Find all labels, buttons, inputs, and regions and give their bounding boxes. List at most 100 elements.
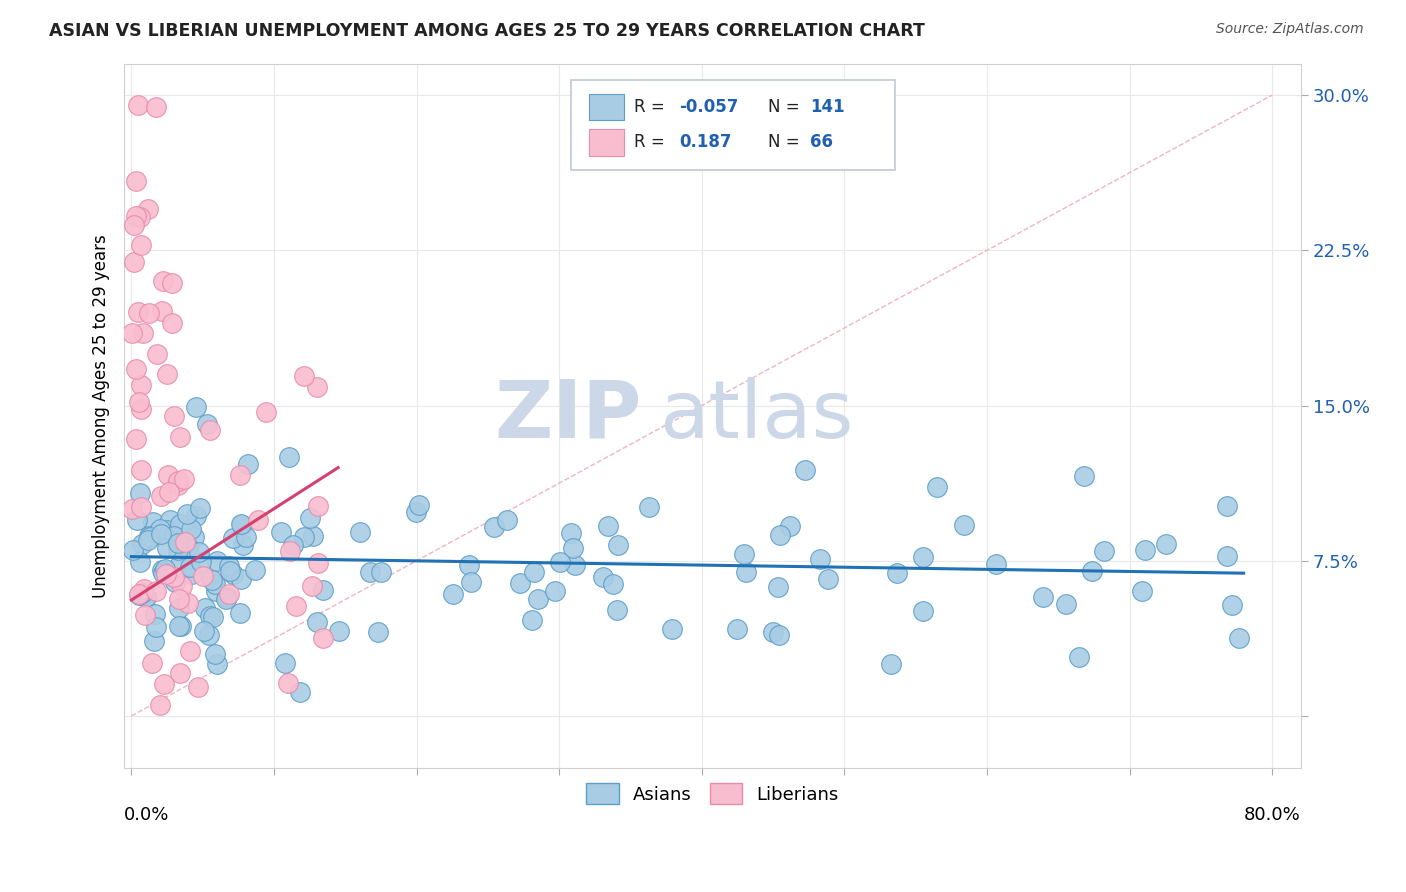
Point (141, 656, 163, 670)
Point (254, 404, 277, 418)
Point (1092, 544, 1115, 558)
Point (312, 631, 335, 645)
Point (509, 576, 531, 591)
Point (191, 568, 214, 582)
Text: N =: N = (768, 133, 804, 151)
Point (1215, 549, 1237, 563)
Point (162, 316, 184, 330)
Point (301, 579, 323, 593)
Point (405, 504, 427, 518)
Point (131, 586, 153, 600)
Point (204, 647, 226, 661)
Point (288, 685, 311, 699)
Point (278, 544, 301, 558)
Point (769, 528, 792, 542)
Point (229, 468, 252, 483)
Point (1032, 591, 1054, 605)
Point (153, 562, 176, 576)
Point (285, 599, 308, 614)
Text: atlas: atlas (659, 377, 853, 455)
Point (562, 541, 585, 556)
Point (128, 588, 150, 602)
Point (560, 525, 582, 540)
Point (167, 542, 190, 557)
Point (169, 666, 191, 681)
Point (1220, 598, 1243, 612)
Point (131, 463, 153, 477)
Point (229, 606, 252, 620)
Point (177, 596, 200, 610)
Point (150, 304, 173, 318)
Text: 66: 66 (810, 133, 834, 151)
Point (166, 474, 188, 488)
Point (205, 657, 228, 672)
Point (167, 592, 190, 607)
Text: N =: N = (768, 98, 804, 116)
Point (602, 576, 624, 591)
Point (128, 211, 150, 225)
Point (307, 556, 329, 570)
Text: R =: R = (634, 98, 669, 116)
Point (156, 368, 179, 382)
Point (145, 584, 167, 599)
Point (1081, 564, 1104, 578)
Point (187, 680, 209, 694)
Point (359, 565, 381, 579)
Point (201, 609, 224, 624)
Point (181, 566, 204, 581)
Point (145, 619, 167, 633)
Point (1073, 469, 1095, 483)
Point (122, 255, 145, 269)
Point (232, 538, 254, 552)
Point (156, 523, 179, 537)
Point (458, 558, 481, 572)
Point (880, 657, 903, 672)
Point (176, 507, 198, 521)
Point (125, 432, 148, 446)
Point (292, 530, 315, 544)
Point (142, 515, 165, 529)
Text: ZIP: ZIP (495, 377, 643, 455)
Point (177, 540, 200, 554)
Point (131, 536, 153, 550)
Point (1154, 537, 1177, 551)
Point (523, 565, 546, 579)
Point (122, 219, 145, 233)
Point (222, 531, 245, 545)
Point (153, 677, 176, 691)
Point (817, 573, 839, 587)
Point (149, 489, 172, 503)
Point (328, 624, 350, 638)
Text: ASIAN VS LIBERIAN UNEMPLOYMENT AMONG AGES 25 TO 29 YEARS CORRELATION CHART: ASIAN VS LIBERIAN UNEMPLOYMENT AMONG AGE… (49, 22, 925, 40)
Point (129, 377, 152, 392)
Point (136, 533, 159, 547)
Point (204, 577, 226, 591)
Point (169, 557, 191, 571)
Point (180, 522, 202, 536)
Point (911, 604, 934, 618)
Point (231, 518, 253, 533)
Point (548, 555, 571, 569)
Point (222, 566, 245, 581)
Point (217, 590, 239, 604)
Point (146, 347, 169, 361)
FancyBboxPatch shape (589, 128, 624, 155)
Point (139, 530, 162, 544)
Point (637, 500, 659, 515)
Point (725, 623, 748, 637)
Point (911, 549, 934, 564)
Point (129, 500, 152, 515)
Point (195, 417, 218, 431)
Point (127, 305, 149, 319)
Point (145, 100, 167, 114)
Point (779, 519, 801, 533)
Point (163, 570, 186, 584)
Point (142, 633, 165, 648)
Legend: Asians, Liberians: Asians, Liberians (579, 776, 846, 812)
Point (302, 529, 325, 543)
Point (125, 513, 148, 527)
Point (127, 98, 149, 112)
Point (1130, 583, 1153, 598)
Text: 0.187: 0.187 (679, 133, 733, 151)
Point (138, 202, 160, 216)
